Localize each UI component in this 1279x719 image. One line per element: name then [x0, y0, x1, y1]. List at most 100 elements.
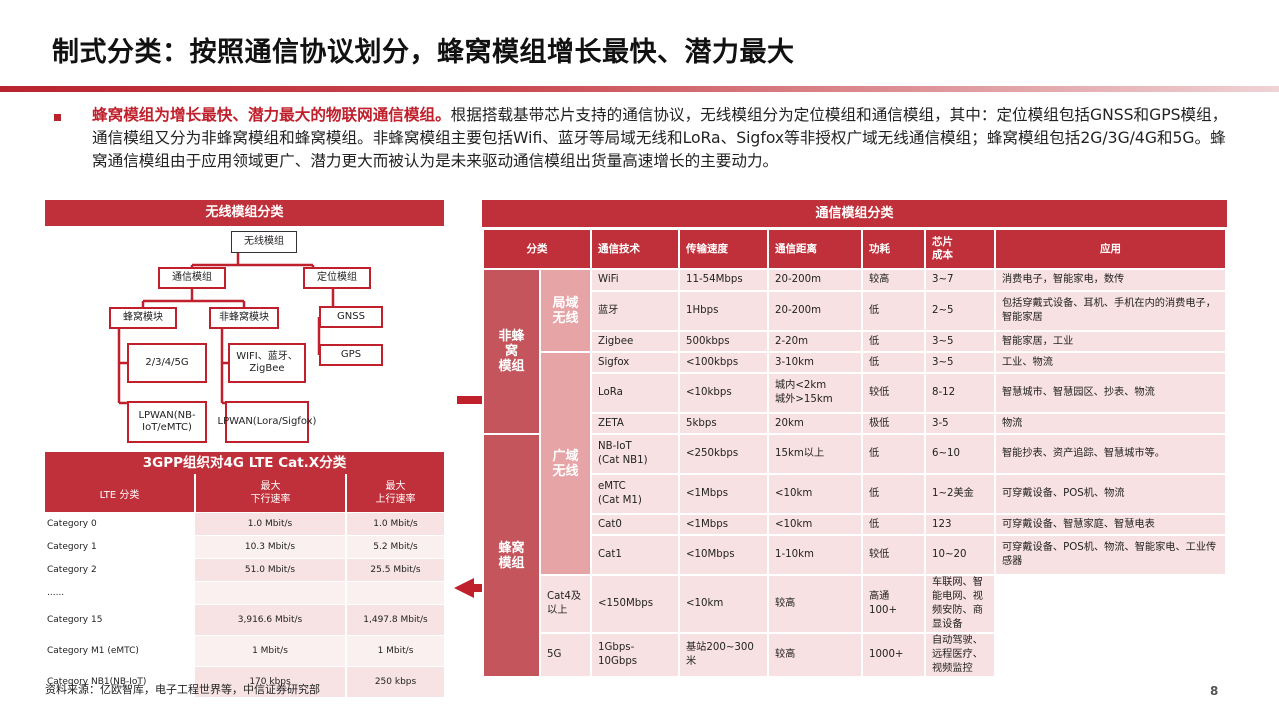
- cell-distance: 20-200m: [767, 268, 863, 292]
- cell-power: 低: [861, 473, 926, 515]
- cell-cost: 3~5: [924, 330, 996, 353]
- lte-cell-cat: Category M1 (eMTC): [45, 635, 195, 667]
- comm-connector: [141, 289, 246, 307]
- cell-cost: 3~7: [924, 268, 996, 292]
- cell-power: 极低: [861, 412, 926, 435]
- lte-row: Category 15 3,916.6 Mbit/s 1,497.8 Mbit/s: [45, 604, 444, 636]
- category-cellular: 蜂窝 模组: [481, 433, 542, 678]
- subcategory-local: 局域 无线: [539, 268, 592, 353]
- cell-application: 车联网、智能电网、视频安防、商显设备: [924, 574, 996, 634]
- cell-tech: NB-IoT (Cat NB1): [590, 433, 680, 475]
- cell-power: 低: [861, 330, 926, 353]
- intro-highlight: 蜂窝模组为增长最快、潜力最大的物联网通信模组。: [92, 106, 451, 124]
- cell-distance: 15km以上: [767, 433, 863, 475]
- cell-distance: 1-10km: [767, 534, 863, 576]
- source-note: 资料来源：亿欧智库，电子工程世界等，中信证券研究部: [45, 683, 320, 696]
- cell-cost: 1~2美金: [924, 473, 996, 515]
- lte-cell-cat: Category 1: [45, 535, 195, 559]
- cell-application: 物流: [994, 412, 1227, 435]
- cell-speed: 11-54Mbps: [678, 268, 769, 292]
- comm-row: Cat0 <1Mbps <10km 低 123 可穿戴设备、智慧家庭、智慧电表: [483, 513, 1227, 536]
- comm-row: Zigbee 500kbps 2-20m 低 3~5 智能家居，工业: [483, 330, 1227, 353]
- cell-application: 可穿戴设备、POS机、物流、智能家电、工业传感器: [994, 534, 1227, 576]
- cell-cost: 6~10: [924, 433, 996, 475]
- comm-row: ZETA 5kbps 20km 极低 3-5 物流: [483, 412, 1227, 435]
- bullet-square-icon: [54, 114, 61, 121]
- cell-power: 低: [861, 351, 926, 374]
- cell-speed: <100kbps: [678, 351, 769, 374]
- cell-connector: [117, 329, 127, 405]
- cell-distance: <10km: [678, 574, 769, 634]
- tree-node-root: 无线模组: [231, 231, 297, 253]
- lte-row: Category NB1(NB-IoT) 170 kbps 250 kbps: [45, 666, 444, 698]
- cell-application: 包括穿戴式设备、耳机、手机在内的消费电子，智能家居: [994, 290, 1227, 332]
- title-divider: [0, 86, 1279, 92]
- cell-distance: <10km: [767, 473, 863, 515]
- cell-tech: eMTC (Cat M1): [590, 473, 680, 515]
- lte-cell-down: 1 Mbit/s: [195, 635, 347, 667]
- tree-header: 无线模组分类: [45, 200, 444, 228]
- lte-header-row: LTE 分类 最大 下行速率 最大 上行速率: [45, 474, 444, 513]
- cell-cost: 123: [924, 513, 996, 536]
- cell-power: 较高: [767, 574, 863, 634]
- comm-col-distance: 通信距离: [767, 228, 863, 270]
- cell-tech: ZETA: [590, 412, 680, 435]
- tree-node-noncellular: 非蜂窝模块: [209, 307, 279, 329]
- lte-row: ......: [45, 581, 444, 605]
- root-connector: [190, 253, 315, 267]
- lte-cell-up: [346, 581, 444, 605]
- cell-cost: 8-12: [924, 372, 996, 414]
- cell-speed: 1Gbps- 10Gbps: [590, 632, 680, 678]
- cell-speed: <1Mbps: [678, 473, 769, 515]
- lte-category-table: LTE 分类 最大 下行速率 最大 上行速率 Category 0 1.0 Mbi…: [45, 474, 444, 698]
- cell-distance: 基站200~300米: [678, 632, 769, 678]
- cell-tech: 5G: [539, 632, 592, 678]
- lte-row: Category 0 1.0 Mbit/s 1.0 Mbit/s: [45, 512, 444, 536]
- lte-cell-up: 1 Mbit/s: [346, 635, 444, 667]
- comm-header-row: 分类 通信技术 传输速度 通信距离 功耗 芯片 成本 应用: [482, 228, 1227, 270]
- intro-text: 根据搭载基带芯片支持的通信协议，无线模组分为定位模组和通信模组，其中：定位模组包…: [92, 106, 1228, 170]
- cell-application: 工业、物流: [994, 351, 1227, 374]
- cell-application: 智慧城市、智慧园区、抄表、物流: [994, 372, 1227, 414]
- cell-tech: Zigbee: [590, 330, 680, 353]
- arrow-left-icon: [454, 578, 508, 598]
- cell-tech: 蓝牙: [590, 290, 680, 332]
- comm-col-tech: 通信技术: [590, 228, 680, 270]
- cell-tech: WiFi: [590, 268, 680, 292]
- intro-paragraph: 蜂窝模组为增长最快、潜力最大的物联网通信模组。根据搭载基带芯片支持的通信协议，无…: [92, 104, 1232, 173]
- lte-cell-down: [195, 581, 347, 605]
- page-number: 8: [1210, 684, 1219, 698]
- cell-cost: 3~5: [924, 351, 996, 374]
- tree-node-comm: 通信模组: [158, 267, 226, 289]
- lte-row: Category 2 51.0 Mbit/s 25.5 Mbit/s: [45, 558, 444, 582]
- cell-power: 较低: [861, 372, 926, 414]
- comm-row: 蓝牙 1Hbps 20-200m 低 2~5 包括穿戴式设备、耳机、手机在内的消…: [483, 290, 1227, 332]
- cell-power: 低: [861, 513, 926, 536]
- lte-cell-up: 5.2 Mbit/s: [346, 535, 444, 559]
- lte-cell-down: 170 kbps: [195, 666, 347, 698]
- lte-cell-down: 1.0 Mbit/s: [195, 512, 347, 536]
- lte-cell-up: 1,497.8 Mbit/s: [346, 604, 444, 636]
- cell-application: 智能家居，工业: [994, 330, 1227, 353]
- cell-tech: Sigfox: [590, 351, 680, 374]
- cell-tech: Cat4及以上: [539, 574, 592, 634]
- comm-row: Cat1 <10Mbps 1-10km 较低 10~20 可穿戴设备、POS机、…: [483, 534, 1227, 576]
- cell-cost: 10~20: [924, 534, 996, 576]
- comm-col-category: 分类: [482, 228, 592, 270]
- comm-col-cost: 芯片 成本: [924, 228, 996, 270]
- comm-row: 广域 无线 Sigfox <100kbps 3-10km 低 3~5 工业、物流: [483, 351, 1227, 576]
- cell-distance: 3-10km: [767, 351, 863, 374]
- comm-row: 非蜂 窝 模组 局域 无线 WiFi 11-54Mbps 20-200m 较高 …: [481, 268, 1227, 435]
- cell-speed: <150Mbps: [590, 574, 680, 634]
- comm-table-header: 通信模组分类: [482, 200, 1227, 229]
- module-tree: 无线模组 通信模组 定位模组 蜂窝模块 非蜂窝模块 GNSS GPS 2/3/4…: [45, 227, 444, 447]
- tree-node-loc: 定位模组: [303, 267, 371, 289]
- comm-col-application: 应用: [994, 228, 1227, 270]
- comm-row: 5G 1Gbps- 10Gbps 基站200~300米 较高 1000+ 自动驾…: [483, 632, 1226, 678]
- cell-tech: LoRa: [590, 372, 680, 414]
- cell-cost: 2~5: [924, 290, 996, 332]
- comm-col-speed: 传输速度: [678, 228, 769, 270]
- lte-cell-up: 25.5 Mbit/s: [346, 558, 444, 582]
- lte-row: Category M1 (eMTC) 1 Mbit/s 1 Mbit/s: [45, 635, 444, 667]
- lte-cell-down: 10.3 Mbit/s: [195, 535, 347, 559]
